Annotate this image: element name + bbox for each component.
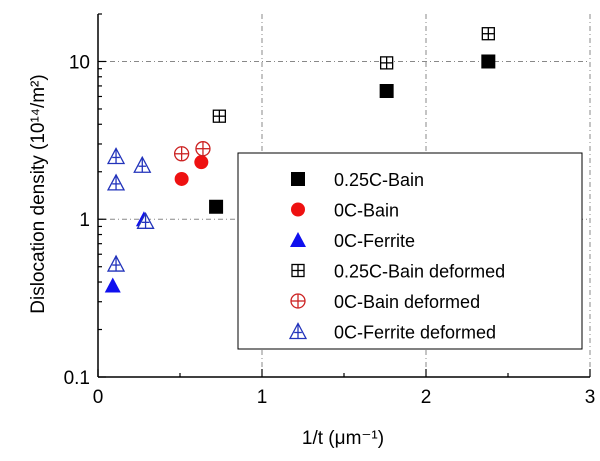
y-axis-label: Dislocation density (10¹⁴/m²): [28, 74, 49, 313]
marker-shape: [379, 84, 394, 99]
point-0c-ferrite-deformed: [106, 173, 126, 191]
data-points: [104, 27, 496, 293]
x-tick-label: 2: [421, 387, 432, 408]
legend-marker-0-25c-bain-deformed: [291, 263, 305, 278]
marker-shape: [290, 232, 306, 247]
point-0c-bain: [174, 171, 189, 186]
point-0c-ferrite-deformed: [106, 254, 126, 272]
legend-marker-0c-bain-deformed: [290, 293, 306, 309]
y-tick-label: 0.1: [64, 368, 90, 389]
marker-shape: [209, 199, 224, 214]
legend-label-0-25c-bain-deformed: 0.25C-Bain deformed: [334, 262, 505, 282]
legend-marker-0c-ferrite: [290, 232, 306, 247]
legend-label-0c-ferrite-deformed: 0C-Ferrite deformed: [334, 323, 496, 343]
point-0c-bain-deformed: [195, 141, 211, 157]
x-axis-label: 1/t (μm⁻¹): [302, 428, 384, 449]
point-0c-ferrite: [104, 277, 121, 293]
legend-marker-0-25c-bain: [291, 172, 305, 186]
x-tick-label: 3: [585, 387, 596, 408]
marker-shape: [291, 202, 305, 217]
axes: [97, 13, 591, 378]
legend-label-0c-ferrite: 0C-Ferrite: [334, 231, 415, 251]
legend-label-0-25c-bain: 0.25C-Bain: [334, 170, 424, 190]
x-tick-label: 1: [257, 387, 268, 408]
marker-shape: [194, 155, 209, 170]
marker-shape: [291, 172, 305, 186]
point-0-25c-bain: [481, 54, 496, 69]
marker-shape: [174, 171, 189, 186]
legend-label-0c-bain: 0C-Bain: [334, 201, 399, 221]
point-0c-ferrite-deformed: [106, 147, 126, 165]
point-0c-bain: [194, 155, 209, 170]
point-0c-ferrite-deformed: [133, 155, 152, 173]
point-0-25c-bain-deformed: [481, 27, 495, 41]
tick-labels: 0 1 2 3 0.1 1 10: [64, 52, 596, 408]
point-0-25c-bain-deformed: [379, 56, 394, 70]
x-tick-label: 0: [93, 387, 104, 408]
y-tick-label: 10: [69, 52, 90, 73]
y-tick-label: 1: [79, 210, 90, 231]
point-0-25c-bain: [209, 199, 224, 214]
point-0-25c-bain-deformed: [212, 109, 227, 123]
legend-marker-0c-bain: [291, 202, 305, 217]
point-0c-ferrite-deformed: [136, 211, 155, 229]
marker-shape: [104, 277, 121, 293]
legend-marker-0c-ferrite-deformed: [288, 322, 308, 340]
marker-shape: [481, 54, 496, 69]
point-0-25c-bain: [379, 84, 394, 99]
legend: 0.25C-Bain 0C-Bain 0C-Ferrite 0.25C-Bain de…: [237, 152, 583, 350]
point-0c-bain-deformed: [173, 146, 190, 162]
legend-label-0c-bain-deformed: 0C-Bain deformed: [334, 292, 480, 312]
